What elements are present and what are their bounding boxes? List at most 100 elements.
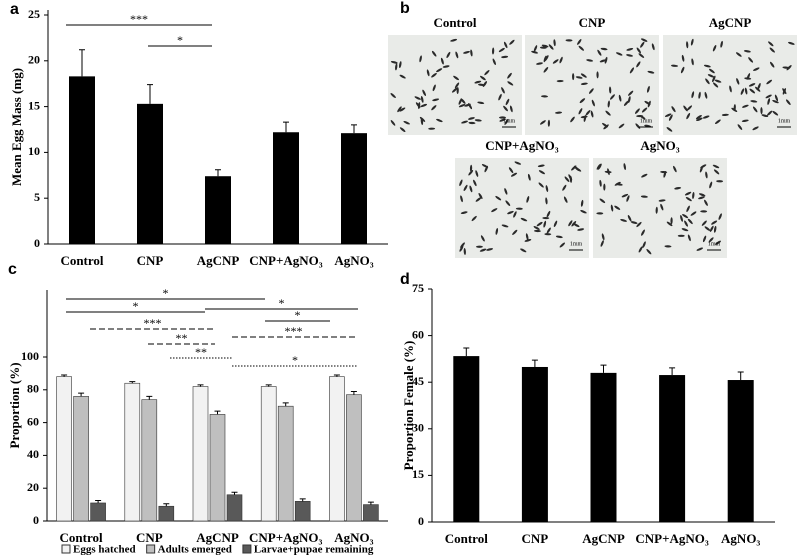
egg: [666, 127, 673, 132]
egg: [420, 95, 424, 103]
bar: [56, 376, 72, 522]
egg: [546, 210, 551, 218]
error-bar: [669, 367, 676, 376]
egg: [707, 74, 715, 78]
bar: [341, 133, 367, 244]
x-tick-label: CNP+AgNO₃: [249, 530, 323, 545]
egg: [599, 59, 607, 63]
error-bar: [282, 402, 289, 407]
egg: [752, 126, 759, 131]
y-axis-label: Proportion Female (%): [401, 341, 416, 471]
egg: [533, 45, 538, 52]
y-tick-label: 75: [412, 281, 424, 295]
egg: [501, 87, 505, 94]
egg: [480, 235, 485, 242]
egg: [499, 118, 506, 122]
egg: [757, 83, 761, 90]
egg: [450, 38, 458, 42]
error-bar: [265, 384, 272, 387]
egg: [556, 79, 564, 83]
egg: [651, 43, 655, 51]
egg: [414, 96, 421, 100]
egg: [623, 163, 626, 170]
egg: [510, 172, 518, 177]
egg: [553, 39, 556, 47]
egg: [640, 41, 645, 48]
egg: [748, 83, 756, 87]
egg: [685, 197, 692, 202]
significance-label: ***: [130, 12, 148, 26]
egg: [572, 73, 575, 81]
error-bar: [129, 381, 136, 384]
egg: [691, 91, 695, 99]
bar: [329, 376, 345, 522]
egg: [501, 224, 509, 228]
egg: [478, 83, 486, 86]
egg: [463, 247, 466, 255]
significance-label: **: [195, 345, 207, 359]
y-axis-label: Mean Egg Mass (mg): [9, 68, 24, 186]
egg: [524, 239, 532, 242]
egg: [533, 226, 540, 230]
egg: [568, 220, 573, 227]
egg: [748, 57, 754, 63]
egg: [505, 98, 510, 106]
egg: [750, 100, 758, 103]
egg: [527, 173, 531, 181]
egg: [446, 51, 451, 59]
egg: [740, 88, 745, 95]
egg: [605, 110, 611, 116]
bar: [453, 356, 480, 522]
egg: [436, 68, 443, 73]
egg: [731, 107, 738, 113]
egg: [460, 195, 463, 203]
egg: [499, 116, 507, 119]
egg: [403, 120, 410, 125]
x-tick-label: AgNO₃: [334, 253, 373, 268]
y-tick-label: 80: [27, 382, 39, 396]
egg: [547, 119, 551, 127]
error-bar: [197, 384, 204, 387]
egg: [570, 116, 575, 123]
egg: [548, 44, 554, 50]
egg: [390, 93, 396, 98]
bar: [260, 386, 277, 522]
egg: [470, 49, 473, 57]
egg: [716, 180, 724, 183]
egg: [543, 55, 547, 63]
egg: [735, 52, 742, 57]
egg: [698, 196, 705, 200]
egg: [552, 59, 559, 64]
egg: [634, 108, 640, 114]
legend-label: Eggs hatched: [73, 544, 136, 556]
egg: [646, 85, 650, 93]
egg: [630, 221, 638, 224]
egg: [705, 171, 708, 179]
photo: [525, 35, 659, 135]
egg: [512, 229, 518, 235]
egg: [474, 80, 482, 84]
egg: [419, 116, 426, 122]
egg: [546, 227, 551, 234]
panel-label: b: [400, 0, 410, 17]
egg: [486, 248, 494, 251]
significance-label: *: [177, 33, 183, 47]
error-bar: [231, 491, 238, 495]
egg: [504, 188, 508, 195]
panel-label: c: [8, 261, 17, 278]
egg: [503, 41, 508, 49]
egg: [729, 85, 732, 93]
x-tick-label: AgCNP: [582, 531, 625, 546]
egg: [463, 51, 470, 54]
egg: [473, 179, 477, 187]
egg: [691, 58, 694, 66]
egg: [604, 56, 608, 64]
egg: [578, 45, 584, 51]
significance-label: *: [292, 353, 298, 367]
egg: [695, 115, 702, 120]
egg: [580, 199, 584, 207]
egg: [687, 218, 693, 225]
egg: [471, 215, 477, 222]
egg: [664, 113, 672, 117]
egg: [458, 103, 466, 108]
